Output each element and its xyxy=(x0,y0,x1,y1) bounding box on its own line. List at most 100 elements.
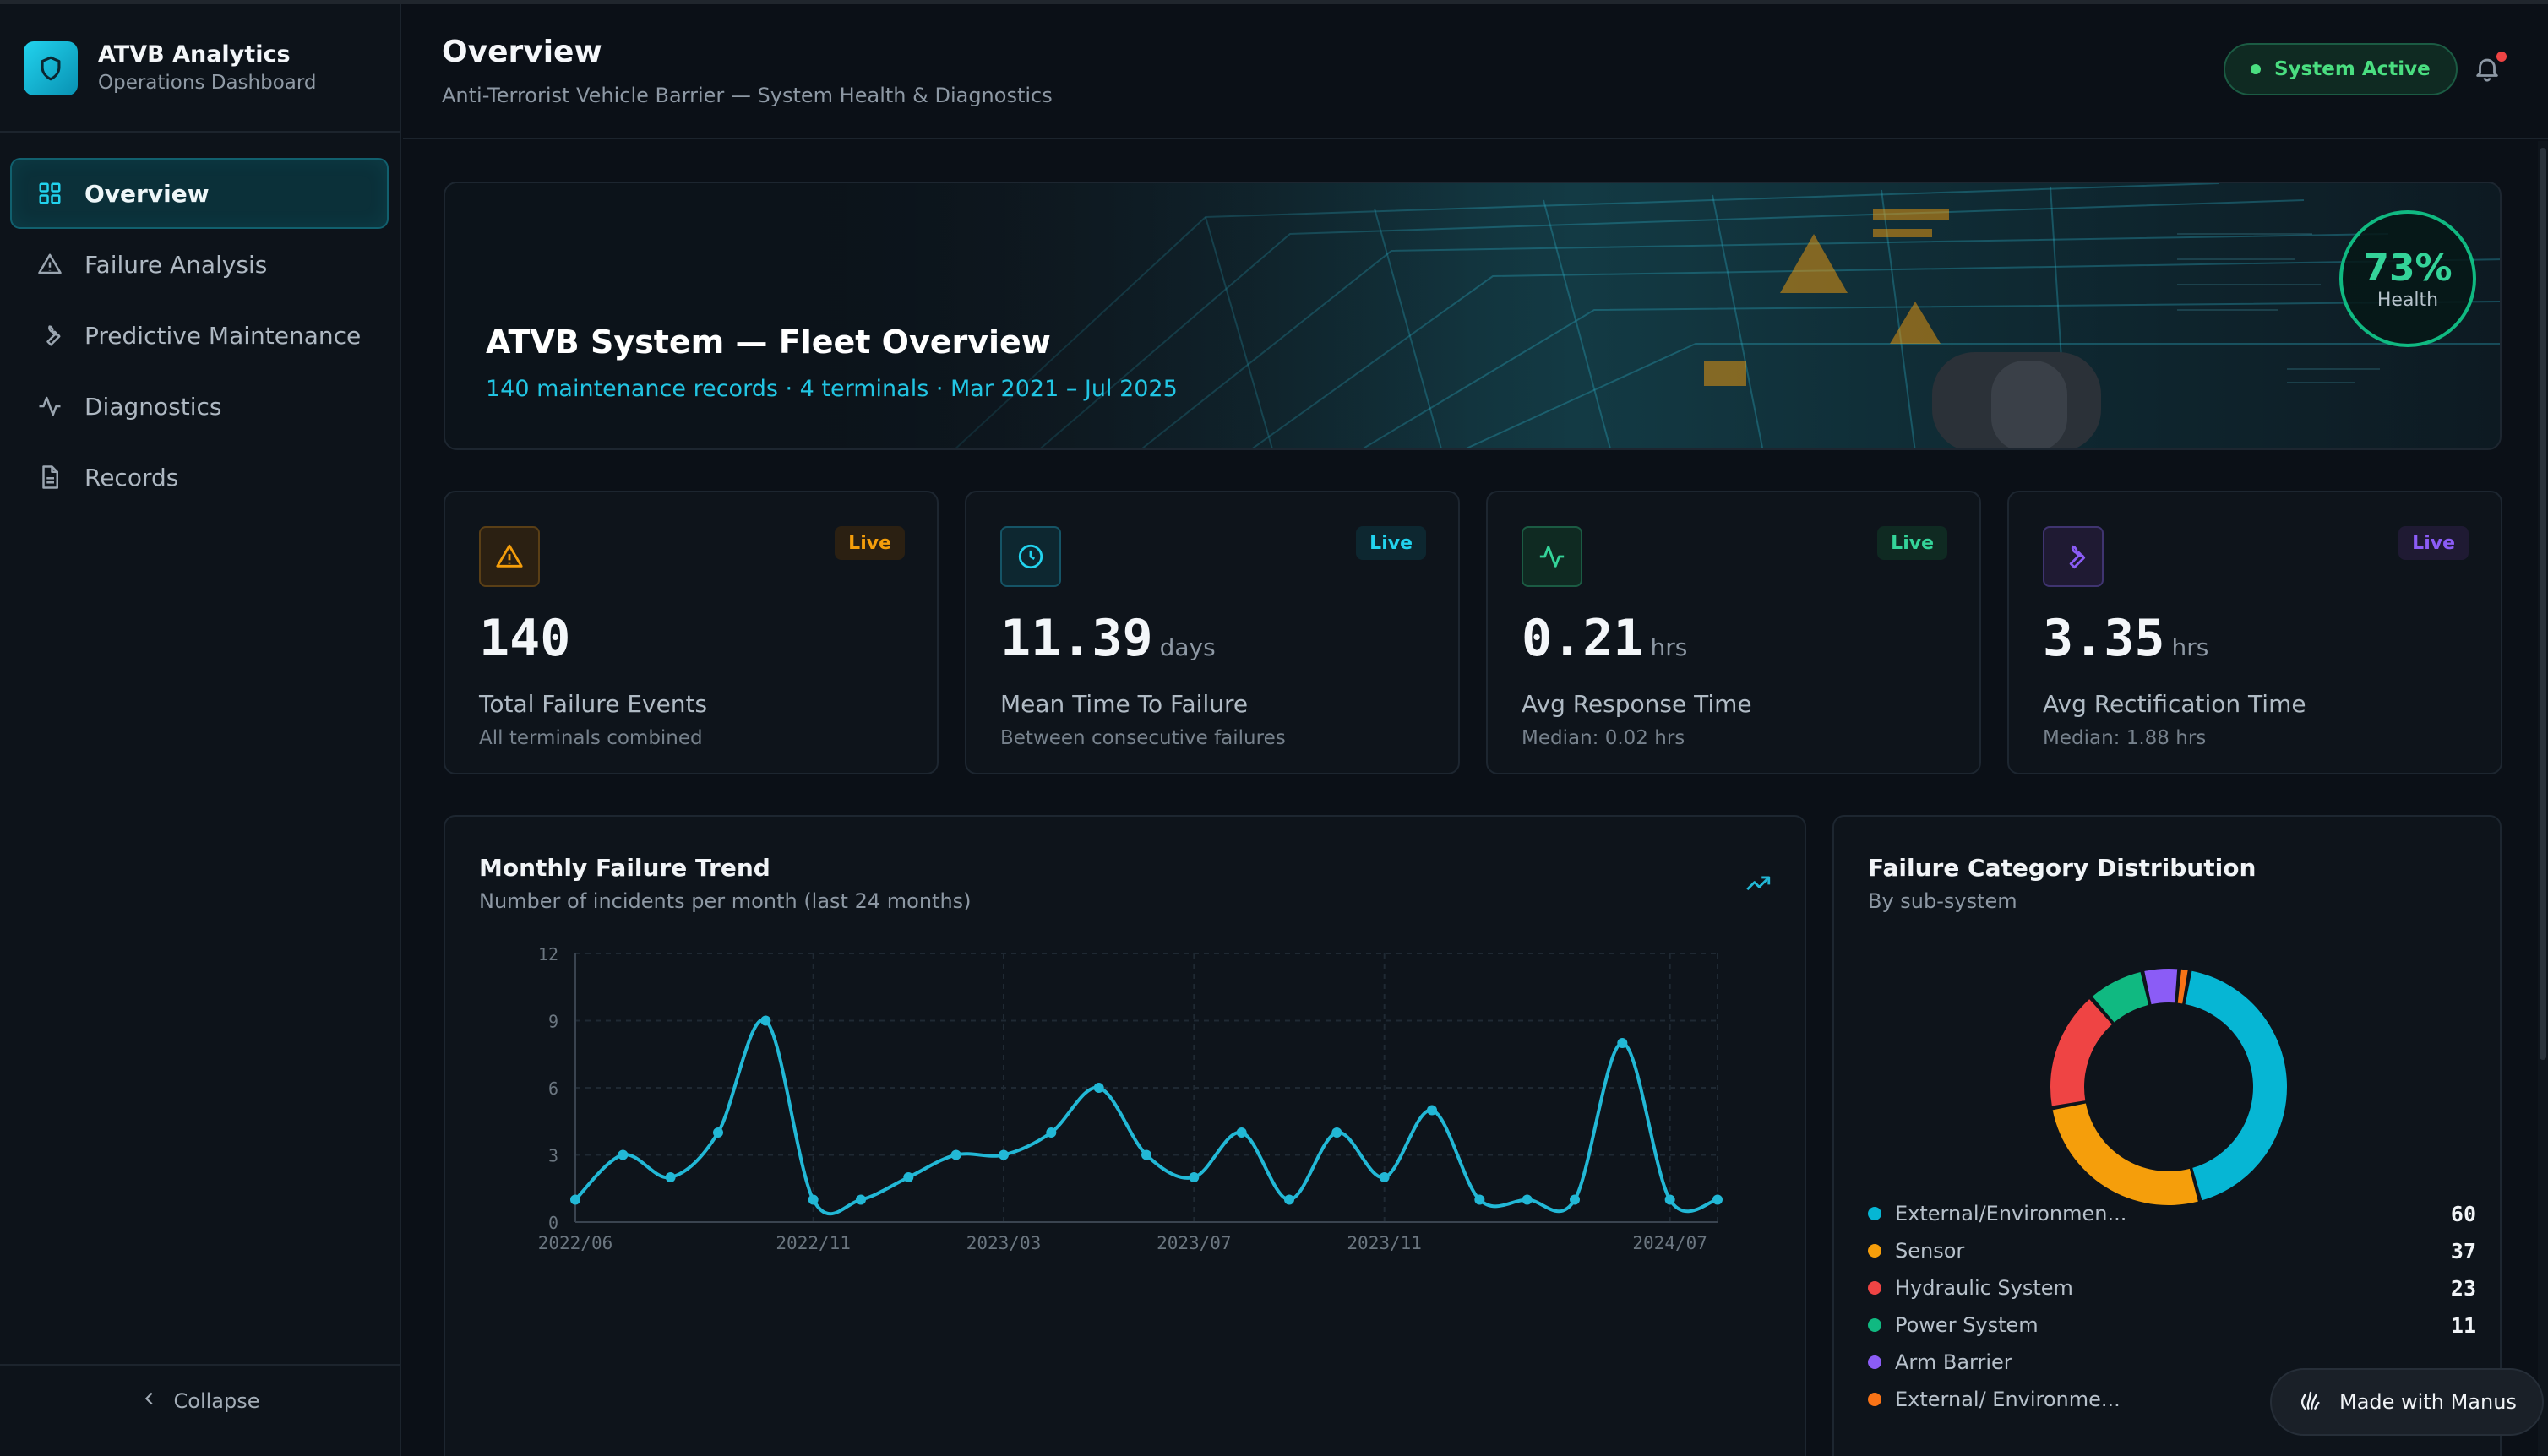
status-badge: System Active xyxy=(2224,43,2458,95)
live-badge: Live xyxy=(1877,526,1947,560)
data-point[interactable] xyxy=(950,1149,961,1160)
legend-value: 23 xyxy=(2450,1275,2476,1301)
legend-swatch xyxy=(1868,1393,1881,1406)
data-point[interactable] xyxy=(856,1194,866,1205)
notifications-button[interactable] xyxy=(2473,52,2507,87)
stat-value: 11.39 xyxy=(1000,609,1153,668)
page-title: Overview xyxy=(442,35,602,69)
status-dot xyxy=(2251,64,2261,74)
donut-slice[interactable] xyxy=(2050,999,2112,1106)
legend-value: 60 xyxy=(2450,1201,2476,1226)
legend-swatch xyxy=(1868,1244,1881,1258)
data-point[interactable] xyxy=(665,1172,676,1182)
status-label: System Active xyxy=(2274,58,2431,80)
clock-icon xyxy=(1000,526,1061,587)
data-point[interactable] xyxy=(1522,1194,1533,1205)
donut-slice[interactable] xyxy=(2185,970,2287,1201)
data-point[interactable] xyxy=(1427,1105,1437,1116)
data-point[interactable] xyxy=(570,1194,580,1205)
sidebar-item-records[interactable]: Records xyxy=(10,442,389,513)
donut-slice[interactable] xyxy=(2177,969,2188,1004)
stat-card-total-failures[interactable]: Live 140 Total Failure Events All termin… xyxy=(444,491,939,774)
data-point[interactable] xyxy=(808,1194,819,1205)
stat-label: Total Failure Events xyxy=(479,690,708,718)
sidebar-item-predictive-maintenance[interactable]: Predictive Maintenance xyxy=(10,300,389,371)
line-chart: 0 3 6 9 12 2022/06 2022/11 2023/03 2023/07 2023/1… xyxy=(538,944,1723,1253)
donut-slice[interactable] xyxy=(2144,969,2178,1005)
data-point[interactable] xyxy=(618,1149,629,1160)
live-badge: Live xyxy=(835,526,905,560)
data-point[interactable] xyxy=(713,1127,723,1138)
x-tick-label: 2024/07 xyxy=(1632,1233,1707,1253)
legend-item[interactable]: External/Environmen... 60 xyxy=(1868,1195,2476,1232)
stat-card-rectification-time[interactable]: Live 3.35 hrs Avg Rectification Time Medi… xyxy=(2007,491,2502,774)
stat-value: 140 xyxy=(479,609,571,668)
brand[interactable]: ATVB Analytics Operations Dashboard xyxy=(24,38,317,99)
legend-label: Sensor xyxy=(1895,1239,1965,1263)
legend-item[interactable]: Power System 11 xyxy=(1868,1307,2476,1344)
wrench-icon xyxy=(35,321,64,350)
legend-item[interactable]: External/ Environme... xyxy=(1868,1381,2476,1418)
series-line xyxy=(574,1018,1718,1216)
data-point[interactable] xyxy=(1664,1194,1675,1205)
x-tick-label: 2022/06 xyxy=(538,1233,613,1253)
brand-title: ATVB Analytics xyxy=(98,41,291,68)
stat-subtext: Median: 0.02 hrs xyxy=(1522,727,1685,749)
donut-slice[interactable] xyxy=(2052,1103,2198,1205)
divider xyxy=(0,131,400,133)
data-point[interactable] xyxy=(1331,1127,1342,1138)
legend-item[interactable]: Arm Barrier xyxy=(1868,1344,2476,1381)
data-point[interactable] xyxy=(999,1149,1009,1160)
stat-label: Mean Time To Failure xyxy=(1000,690,1249,718)
sidebar-item-diagnostics[interactable]: Diagnostics xyxy=(10,371,389,442)
data-point[interactable] xyxy=(1141,1149,1152,1160)
sidebar-nav: Overview Failure Analysis Predictive Mai… xyxy=(10,158,389,513)
scrollbar-thumb[interactable] xyxy=(2540,148,2546,1060)
data-point[interactable] xyxy=(1236,1127,1247,1138)
y-tick-label: 12 xyxy=(538,944,558,964)
donut-slice[interactable] xyxy=(2092,972,2149,1023)
collapse-label: Collapse xyxy=(173,1389,260,1413)
legend-item[interactable]: Sensor 37 xyxy=(1868,1232,2476,1269)
legend-label: External/ Environme... xyxy=(1895,1388,2121,1411)
data-point[interactable] xyxy=(1284,1194,1294,1205)
stat-value: 3.35 xyxy=(2043,609,2165,668)
data-point[interactable] xyxy=(1046,1127,1057,1138)
sidebar-item-label: Records xyxy=(84,463,179,492)
stat-card-response-time[interactable]: Live 0.21 hrs Avg Response Time Median: 0… xyxy=(1486,491,1981,774)
sidebar-item-label: Overview xyxy=(84,179,210,208)
sidebar-item-failure-analysis[interactable]: Failure Analysis xyxy=(10,229,389,300)
data-point[interactable] xyxy=(1570,1194,1580,1205)
legend-value: 11 xyxy=(2450,1312,2476,1338)
made-with-manus-button[interactable]: Made with Manus xyxy=(2270,1368,2544,1436)
manus-icon xyxy=(2297,1386,2324,1418)
legend-swatch xyxy=(1868,1207,1881,1220)
x-tick-label: 2023/03 xyxy=(966,1233,1042,1253)
data-point[interactable] xyxy=(903,1172,914,1182)
data-point[interactable] xyxy=(1712,1194,1723,1205)
data-point[interactable] xyxy=(1617,1038,1628,1048)
data-point[interactable] xyxy=(760,1015,771,1026)
activity-icon xyxy=(1522,526,1582,587)
stat-card-mttf[interactable]: Live 11.39 days Mean Time To Failure Betw… xyxy=(965,491,1460,774)
main-content: ATVB System — Fleet Overview 140 mainten… xyxy=(403,141,2548,1456)
grid-icon xyxy=(35,179,64,208)
hero-title: ATVB System — Fleet Overview xyxy=(486,323,1051,361)
chart-legend: External/Environmen... 60 Sensor 37 Hydrauli… xyxy=(1868,1195,2476,1418)
sidebar-item-label: Failure Analysis xyxy=(84,250,268,279)
data-point[interactable] xyxy=(1093,1083,1104,1093)
scrollbar[interactable] xyxy=(2538,141,2548,1456)
trending-up-icon[interactable] xyxy=(1744,869,1772,901)
data-point[interactable] xyxy=(1379,1172,1390,1182)
sidebar-item-overview[interactable]: Overview xyxy=(10,158,389,229)
legend-item[interactable]: Hydraulic System 23 xyxy=(1868,1269,2476,1307)
category-distribution-panel: Failure Category Distribution By sub-sys… xyxy=(1832,815,2502,1456)
data-point[interactable] xyxy=(1474,1194,1485,1205)
collapse-button[interactable]: Collapse xyxy=(0,1389,400,1413)
x-tick-label: 2023/11 xyxy=(1347,1233,1422,1253)
data-point[interactable] xyxy=(1189,1172,1200,1182)
page-subtitle: Anti-Terrorist Vehicle Barrier — System … xyxy=(442,84,1053,107)
shield-icon xyxy=(24,41,78,95)
chevron-left-icon xyxy=(140,1389,159,1413)
legend-label: Hydraulic System xyxy=(1895,1276,2073,1300)
